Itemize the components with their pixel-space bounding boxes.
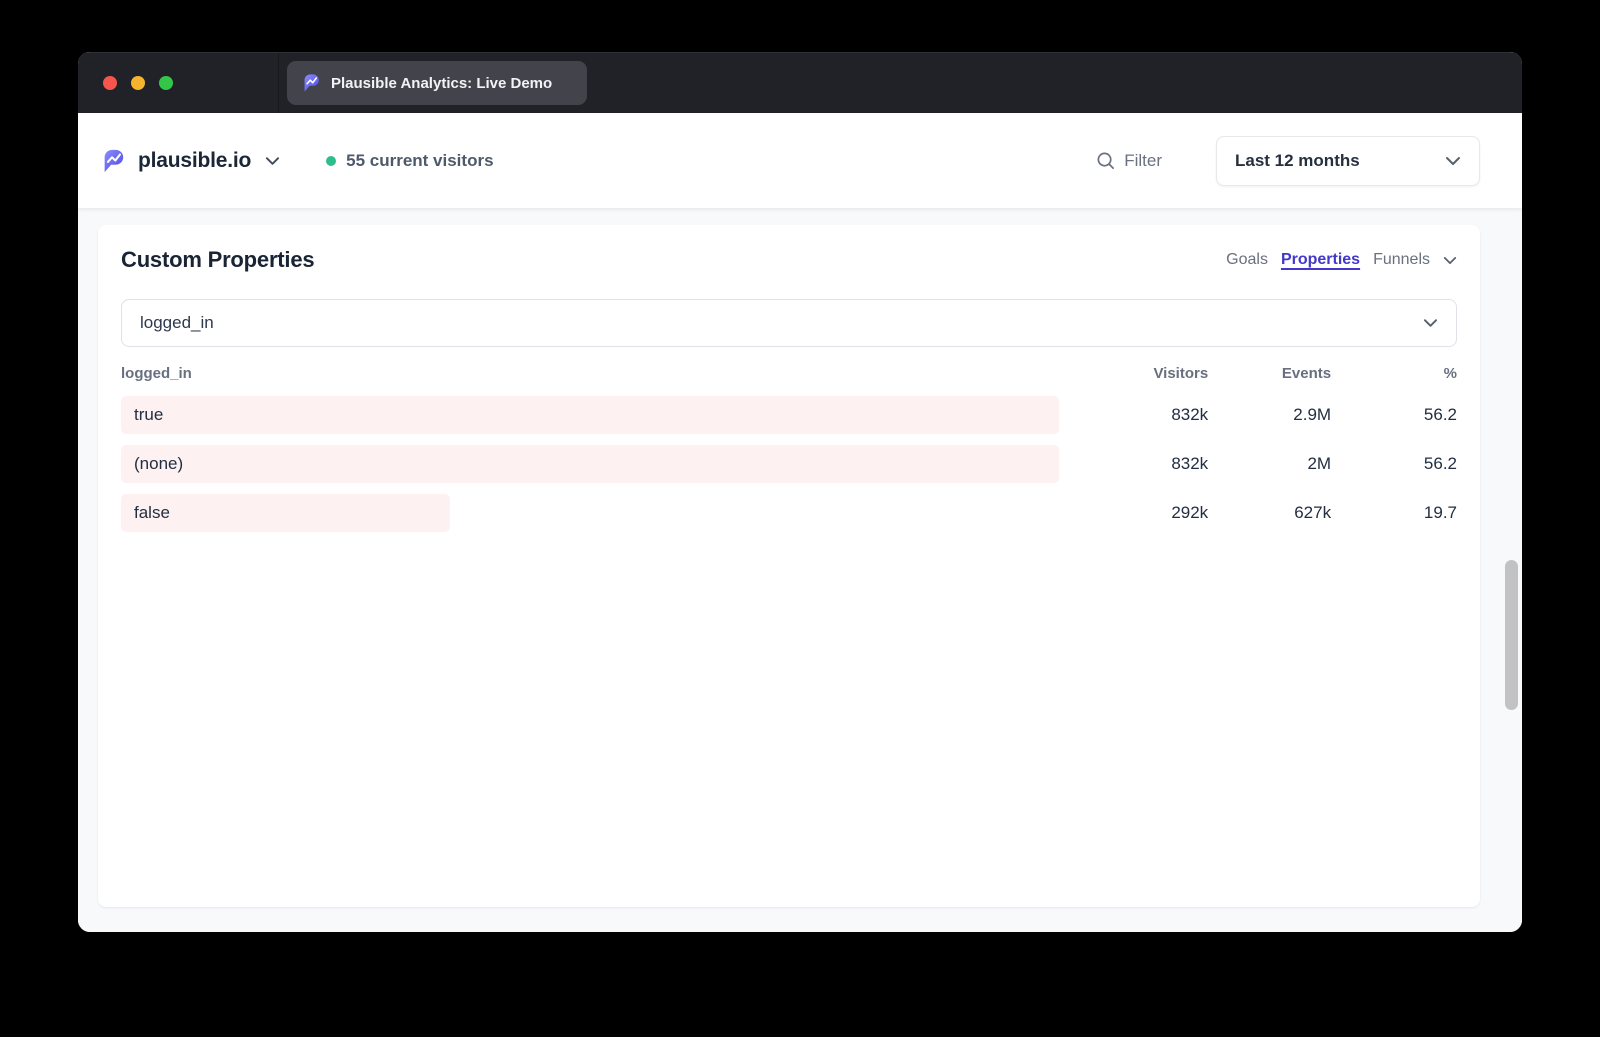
row-visitors: 832k [1171, 454, 1209, 473]
table-row[interactable]: true 832k 2.9M 56.2 [121, 396, 1457, 434]
fullscreen-button[interactable] [159, 76, 173, 90]
chevron-down-icon[interactable] [1443, 256, 1457, 265]
browser-tab[interactable]: Plausible Analytics: Live Demo [287, 61, 587, 105]
property-bar: true [121, 396, 1060, 434]
custom-properties-card: Custom Properties Goals Properties Funne… [98, 225, 1480, 907]
row-events: 2M [1307, 454, 1332, 473]
current-visitors-label: 55 current visitors [346, 150, 494, 170]
row-visitors: 292k [1171, 503, 1209, 522]
date-range-select[interactable]: Last 12 months [1216, 135, 1480, 186]
live-indicator-dot [326, 155, 337, 166]
row-events: 2.9M [1293, 405, 1332, 424]
plausible-favicon-icon [301, 73, 321, 93]
property-select-value: logged_in [140, 313, 214, 332]
plausible-logo-icon [100, 148, 126, 174]
chevron-down-icon [1423, 318, 1438, 328]
row-events: 627k [1294, 503, 1332, 522]
dashboard-area: Custom Properties Goals Properties Funne… [78, 208, 1522, 932]
minimize-button[interactable] [131, 76, 145, 90]
property-label: (none) [134, 454, 184, 473]
tab-properties[interactable]: Properties [1280, 251, 1361, 268]
column-events: Events [1281, 364, 1332, 382]
site-header: plausible.io 55 current visitors Filter … [78, 113, 1522, 208]
current-visitors[interactable]: 55 current visitors [326, 150, 494, 171]
chevron-down-icon [1445, 156, 1461, 166]
bar-zone: false [121, 494, 1059, 532]
close-button[interactable] [103, 76, 117, 90]
column-percent: % [1443, 364, 1457, 382]
filter-label: Filter [1124, 150, 1162, 170]
row-percent: 56.2 [1423, 454, 1457, 473]
site-switcher[interactable]: plausible.io [100, 148, 280, 174]
date-range-value: Last 12 months [1235, 150, 1360, 170]
mode-tabs: Goals Properties Funnels [1226, 251, 1457, 269]
bar-zone: true [121, 396, 1060, 434]
property-bar: false [121, 494, 451, 532]
column-visitors: Visitors [1153, 364, 1209, 382]
table-row[interactable]: (none) 832k 2M 56.2 [121, 445, 1457, 483]
browser-window: Plausible Analytics: Live Demo plausible… [78, 52, 1522, 932]
property-rows: true 832k 2.9M 56.2 (none) 832k 2M [121, 396, 1457, 532]
window-titlebar: Plausible Analytics: Live Demo [78, 52, 1522, 113]
bar-zone: (none) [121, 445, 1060, 483]
tab-title: Plausible Analytics: Live Demo [331, 74, 553, 92]
tab-funnels[interactable]: Funnels [1373, 251, 1430, 268]
property-select[interactable]: logged_in [121, 299, 1457, 347]
card-title: Custom Properties [121, 247, 315, 272]
traffic-lights [78, 76, 278, 90]
table-row[interactable]: false 292k 627k 19.7 [121, 494, 1457, 532]
titlebar-divider [278, 53, 279, 113]
card-header: Custom Properties Goals Properties Funne… [121, 247, 1457, 273]
row-percent: 56.2 [1423, 405, 1457, 424]
scrollbar-thumb[interactable] [1505, 560, 1518, 710]
search-icon [1096, 151, 1115, 170]
site-name: plausible.io [138, 148, 252, 172]
property-label: false [134, 503, 170, 522]
property-bar: (none) [121, 445, 1060, 483]
property-label: true [134, 405, 164, 424]
tab-goals[interactable]: Goals [1226, 251, 1268, 268]
row-visitors: 832k [1171, 405, 1209, 424]
column-key-header: logged_in [121, 364, 192, 382]
table-header: logged_in Visitors Events % [121, 363, 1457, 383]
filter-button[interactable]: Filter [1096, 151, 1162, 171]
row-percent: 19.7 [1423, 503, 1457, 522]
chevron-down-icon [265, 156, 280, 166]
